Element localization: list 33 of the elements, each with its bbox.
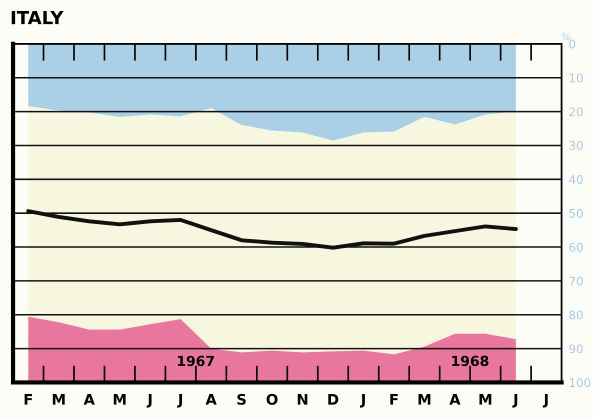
y-tick-label: 30 — [569, 141, 583, 150]
y-tick-label: 20 — [569, 107, 583, 116]
x-tick-label: A — [206, 394, 217, 405]
x-tick-label: M — [52, 394, 65, 405]
x-tick-label: M — [479, 394, 492, 405]
y-tick-label: 80 — [569, 310, 583, 320]
x-tick-label: J — [360, 394, 365, 408]
y-axis-title: % — [562, 32, 570, 40]
y-tick-label: 40 — [569, 175, 583, 184]
x-tick-label: M — [418, 394, 430, 405]
chart-title: ITALY — [12, 11, 64, 24]
y-tick-label: 10 — [570, 73, 583, 82]
y-tick-label: 50 — [569, 208, 583, 218]
y-tick-label: 100 — [570, 378, 590, 388]
x-tick-label: A — [84, 394, 95, 405]
x-tick-label: J — [146, 394, 152, 408]
y-tick-label: 0 — [569, 40, 576, 49]
x-tick-label: D — [328, 394, 338, 405]
annotation: 1967 — [178, 356, 214, 366]
x-tick-label: A — [449, 394, 460, 405]
x-tick-label: S — [237, 394, 246, 405]
x-tick-label: J — [542, 394, 548, 408]
x-tick-label: J — [512, 394, 518, 408]
y-tick-label: 60 — [569, 242, 583, 252]
x-tick-label: F — [390, 394, 398, 405]
x-tick-label: M — [114, 394, 126, 405]
y-tick-label: 90 — [569, 344, 583, 354]
x-tick-label: F — [24, 394, 32, 405]
x-tick-label: J — [177, 394, 182, 408]
annotation: 1968 — [452, 356, 488, 366]
y-tick-label: 70 — [569, 276, 583, 286]
x-tick-label: N — [298, 394, 308, 405]
x-tick-label: O — [266, 394, 278, 405]
